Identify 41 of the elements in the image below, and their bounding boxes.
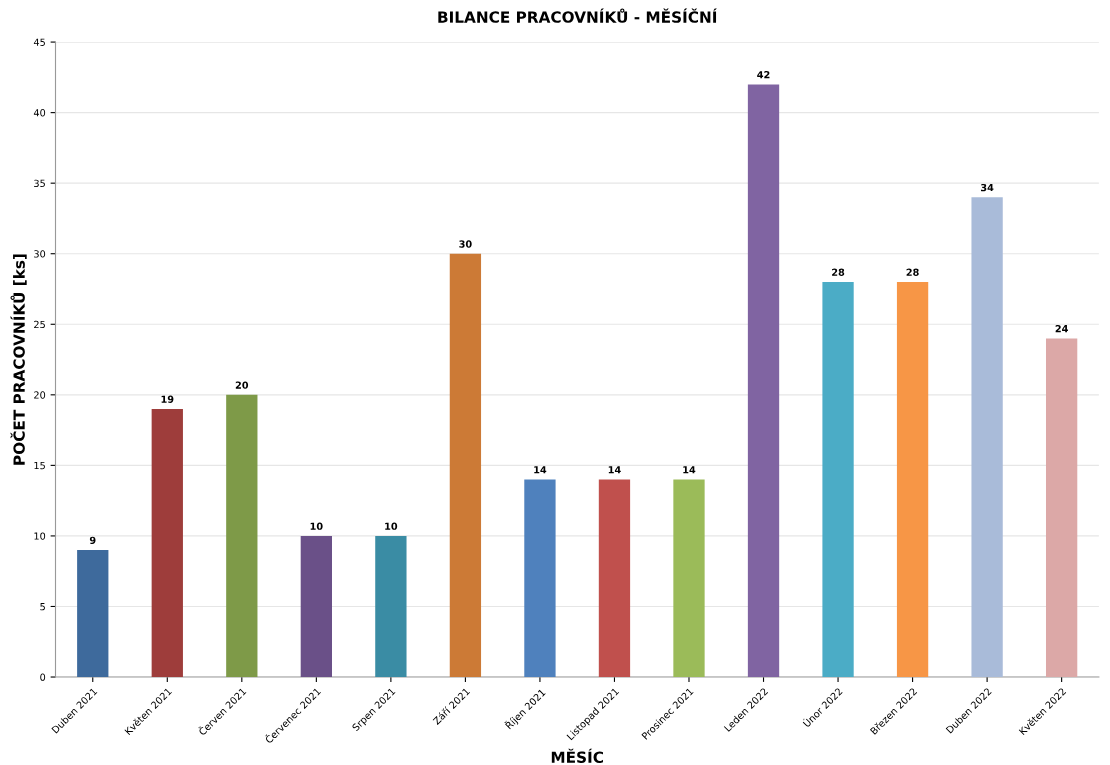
chart-title: BILANCE PRACOVNÍKŮ - MĚSÍČNÍ	[438, 8, 717, 23]
bar	[524, 479, 556, 678]
bar	[77, 550, 109, 678]
bar	[673, 479, 705, 678]
data-label: 30	[459, 240, 472, 248]
data-label: 28	[906, 268, 919, 276]
y-tick-label: 5	[40, 603, 45, 611]
bar	[896, 281, 929, 678]
data-label: 10	[385, 522, 398, 530]
bar	[226, 394, 258, 678]
data-label: 14	[534, 466, 547, 474]
y-tick-label: 35	[34, 179, 45, 188]
bar	[375, 535, 407, 678]
x-axis-title: MĚSÍC	[551, 748, 603, 763]
y-tick-label: 15	[34, 461, 45, 470]
y-tick-label: 30	[34, 250, 46, 258]
y-tick-label: 20	[34, 391, 46, 399]
y-tick-label: 40	[33, 109, 46, 117]
y-tick-label: 25	[34, 320, 45, 329]
data-label: 24	[1055, 324, 1068, 333]
y-tick-label: 0	[40, 673, 46, 681]
bar	[300, 535, 332, 678]
data-label: 42	[757, 71, 770, 79]
bar	[822, 281, 854, 678]
data-label: 14	[608, 466, 621, 474]
y-tick-label: 45	[33, 38, 45, 46]
data-label: 28	[832, 268, 845, 276]
bar	[747, 84, 780, 678]
bar	[971, 197, 1003, 678]
y-axis-title: POČET PRACOVNÍKŮ [ks]	[10, 254, 27, 465]
data-label: 9	[89, 536, 96, 544]
data-label: 10	[310, 522, 323, 530]
bar	[151, 408, 183, 678]
y-tick-label: 10	[34, 532, 46, 540]
data-label: 20	[235, 381, 249, 389]
bar	[449, 253, 482, 678]
bar	[1045, 338, 1078, 678]
data-label: 34	[980, 183, 994, 192]
data-label: 19	[161, 395, 174, 403]
bar	[598, 479, 631, 678]
data-label: 14	[683, 466, 696, 474]
